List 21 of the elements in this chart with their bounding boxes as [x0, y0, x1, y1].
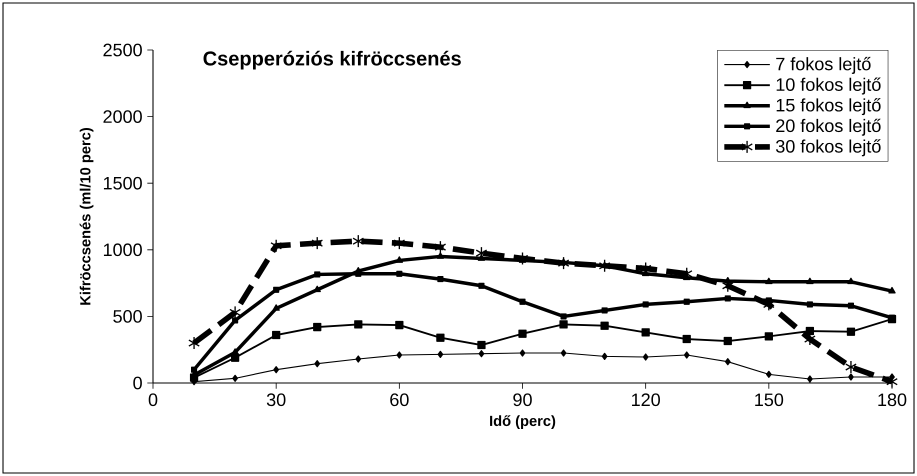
y-tick-label: 2000: [103, 110, 142, 123]
legend-label: 30 fokos lejtő: [776, 139, 881, 156]
y-tick-label: 1500: [104, 176, 142, 190]
x-tick-label: 0: [148, 393, 158, 406]
legend-label: 20 fokos lejtő: [776, 118, 881, 136]
legend-label: 15 fokos lejtő: [776, 98, 881, 116]
y-tick-label: 500: [113, 310, 142, 323]
x-tick-label: 90: [513, 393, 532, 406]
legend-label: 10 fokos lejtő: [776, 78, 881, 95]
x-axis-title: Idő (perc): [490, 415, 556, 429]
legend-label: 7 fokos lejtő: [776, 56, 871, 74]
y-tick-label: 1000: [104, 243, 142, 256]
y-tick-label: 0: [133, 376, 142, 390]
y-tick-label: 2500: [103, 44, 142, 56]
x-tick-label: 150: [755, 393, 784, 406]
x-tick-label: 60: [390, 393, 409, 406]
y-axis-title: Kifröccsenés (ml/10 perc): [80, 128, 94, 305]
chart-title: Csepperóziós kifröccsenés: [204, 50, 461, 70]
x-tick-label: 120: [632, 393, 660, 406]
x-tick-label: 30: [266, 393, 286, 406]
x-tick-label: 180: [878, 393, 906, 406]
